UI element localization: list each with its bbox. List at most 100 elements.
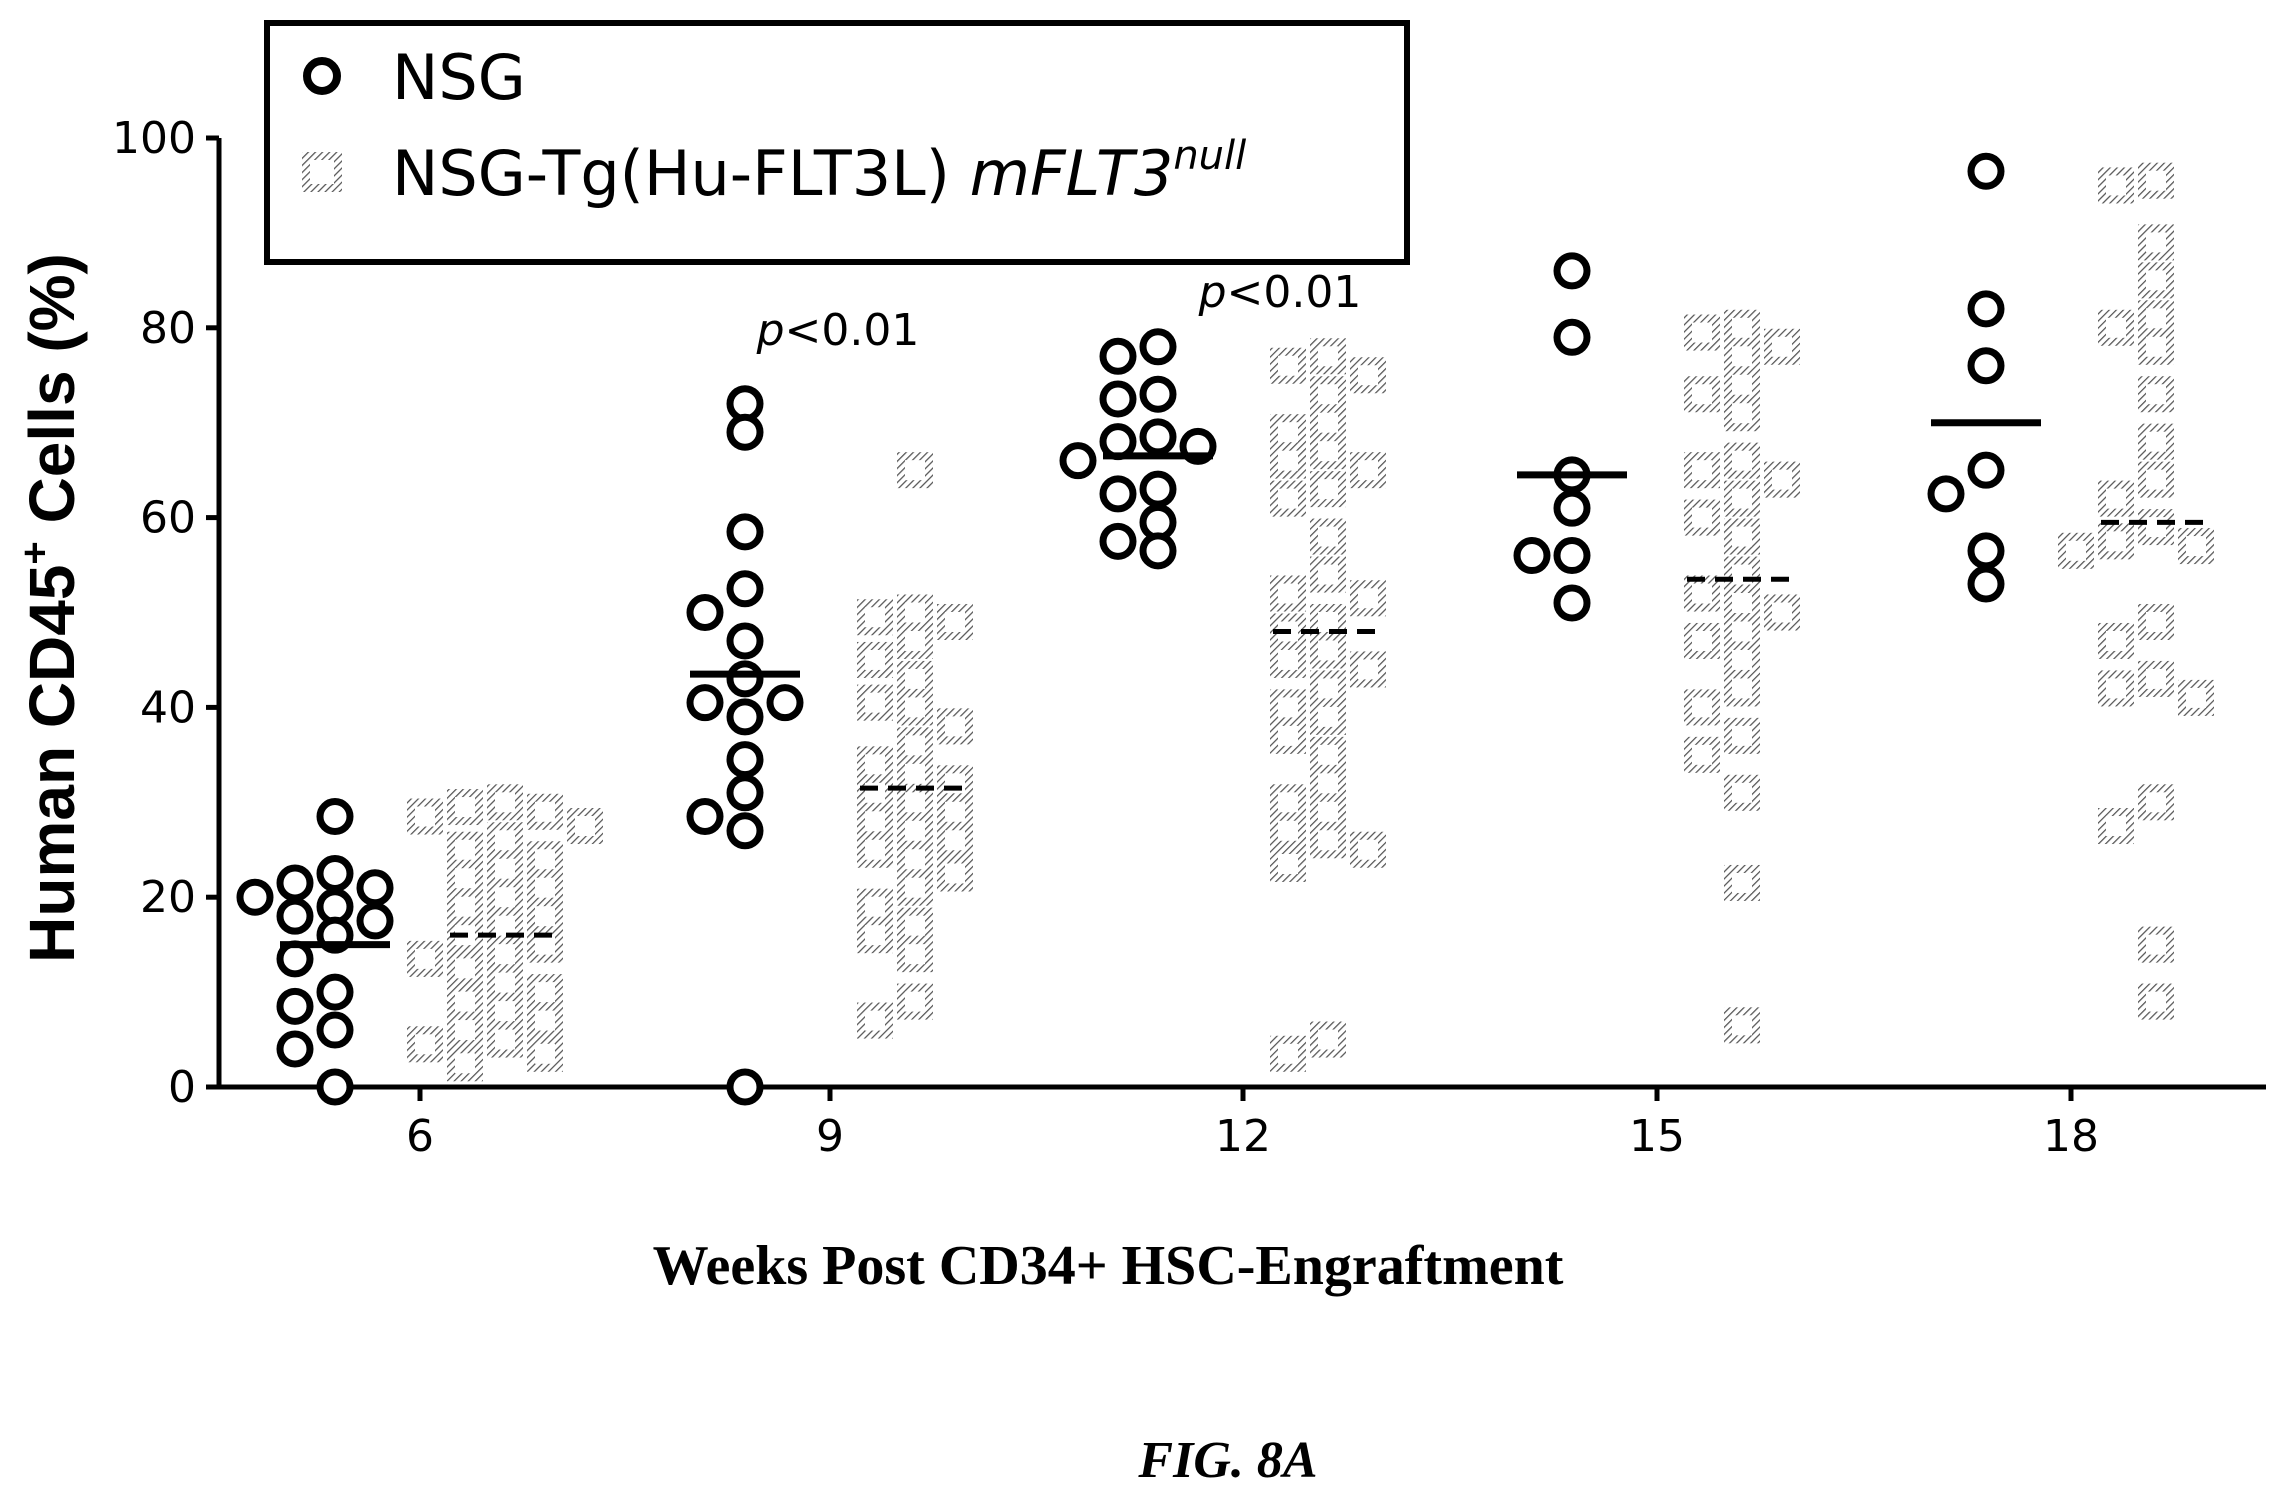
nsg-point	[1139, 328, 1177, 366]
nsg-point	[1967, 532, 2005, 570]
flt3l-point	[1350, 831, 1386, 868]
x-axis-label: Weeks Post CD34+ HSC-Engraftment	[653, 1235, 1564, 1297]
flt3l-point	[897, 452, 933, 489]
flt3l-point	[1724, 670, 1760, 707]
flt3l-point	[1724, 518, 1760, 555]
nsg-point	[1139, 375, 1177, 413]
flt3l-point	[1270, 784, 1306, 821]
flt3l-point	[1310, 556, 1346, 593]
flt3l-point	[527, 1035, 563, 1072]
x-ticks: 6 9 12 15 18	[406, 1087, 2099, 1162]
flt3l-point	[2138, 509, 2174, 546]
flt3l-point	[1724, 774, 1760, 811]
flt3l-point	[1724, 556, 1760, 593]
flt3l-point	[2178, 528, 2214, 565]
flt3l-point	[937, 855, 973, 892]
flt3l-point	[1310, 404, 1346, 441]
flt3l-point	[857, 746, 893, 783]
flt3l-point	[1684, 376, 1720, 413]
flt3l-point	[1684, 452, 1720, 489]
nsg-point	[726, 812, 764, 850]
y-tick-label: 40	[140, 682, 196, 733]
flt3l-point	[1270, 845, 1306, 882]
flt3l-point	[527, 869, 563, 906]
flt3l-point	[527, 841, 563, 878]
legend-label-nsg: NSG	[392, 41, 526, 114]
flt3l-point	[1270, 442, 1306, 479]
flt3l-point	[567, 808, 603, 845]
flt3l-point	[487, 784, 523, 821]
flt3l-point	[897, 907, 933, 944]
flt3l-point	[897, 841, 933, 878]
nsg-point	[316, 854, 354, 892]
flt3l-point	[897, 869, 933, 906]
flt3l-point	[527, 1002, 563, 1039]
nsg-point	[276, 897, 314, 935]
flt3l-point	[2098, 523, 2134, 560]
flt3l-point	[2138, 262, 2174, 299]
flt3l-point	[487, 850, 523, 887]
data-points	[236, 152, 2214, 1106]
nsg-point	[1139, 418, 1177, 456]
flt3l-point	[897, 660, 933, 697]
flt3l-point	[2138, 660, 2174, 697]
nsg-point	[1553, 252, 1591, 290]
nsg-point	[1967, 565, 2005, 603]
flt3l-point	[487, 964, 523, 1001]
nsg-point	[726, 1068, 764, 1106]
nsg-point	[726, 660, 764, 698]
flt3l-point	[937, 822, 973, 859]
flt3l-point	[1684, 689, 1720, 726]
flt3l-point	[897, 594, 933, 631]
nsg-point	[1553, 318, 1591, 356]
flt3l-point	[1310, 736, 1346, 773]
flt3l-point	[937, 793, 973, 830]
flt3l-point	[2138, 926, 2174, 963]
flt3l-point	[1724, 1007, 1760, 1044]
nsg-point	[1967, 347, 2005, 385]
flt3l-point	[1724, 366, 1760, 403]
flt3l-point	[487, 1021, 523, 1058]
nsg-point	[356, 869, 394, 907]
flt3l-point	[897, 812, 933, 849]
nsg-point	[1099, 475, 1137, 513]
y-tick-label: 80	[140, 303, 196, 354]
flt3l-point	[857, 1002, 893, 1039]
nsg-point	[726, 413, 764, 451]
flt3l-point	[1724, 641, 1760, 678]
nsg-point	[1099, 380, 1137, 418]
nsg-point	[726, 513, 764, 551]
flt3l-point	[2138, 784, 2174, 821]
flt3l-point	[1270, 1035, 1306, 1072]
nsg-point	[1139, 532, 1177, 570]
flt3l-point	[1310, 1021, 1346, 1058]
y-ticks: 0 20 40 60 80 100	[112, 113, 219, 1113]
flt3l-point	[1724, 585, 1760, 622]
flt3l-point	[527, 793, 563, 830]
flt3l-point	[1684, 575, 1720, 612]
y-tick-label: 100	[112, 113, 196, 164]
nsg-point	[316, 1068, 354, 1106]
flt3l-point	[2098, 167, 2134, 204]
flt3l-point	[1764, 594, 1800, 631]
nsg-point	[1553, 584, 1591, 622]
flt3l-point	[1684, 736, 1720, 773]
legend-label-flt3l: NSG-Tg(Hu-FLT3L) mFLT3null	[392, 133, 1246, 210]
flt3l-point	[407, 940, 443, 977]
flt3l-point	[2138, 162, 2174, 199]
flt3l-point	[2138, 983, 2174, 1020]
flt3l-point	[2098, 309, 2134, 346]
legend-marker-flt3l	[302, 152, 342, 192]
flt3l-point	[447, 950, 483, 987]
flt3l-point	[1350, 357, 1386, 394]
flt3l-point	[1724, 395, 1760, 432]
flt3l-point	[2138, 461, 2174, 498]
x-tick-label: 18	[2043, 1111, 2099, 1162]
nsg-point	[686, 594, 724, 631]
flt3l-point	[1310, 433, 1346, 470]
flt3l-point	[1310, 793, 1346, 830]
flt3l-point	[1764, 461, 1800, 498]
flt3l-point	[1684, 499, 1720, 536]
nsg-point	[1967, 152, 2005, 190]
